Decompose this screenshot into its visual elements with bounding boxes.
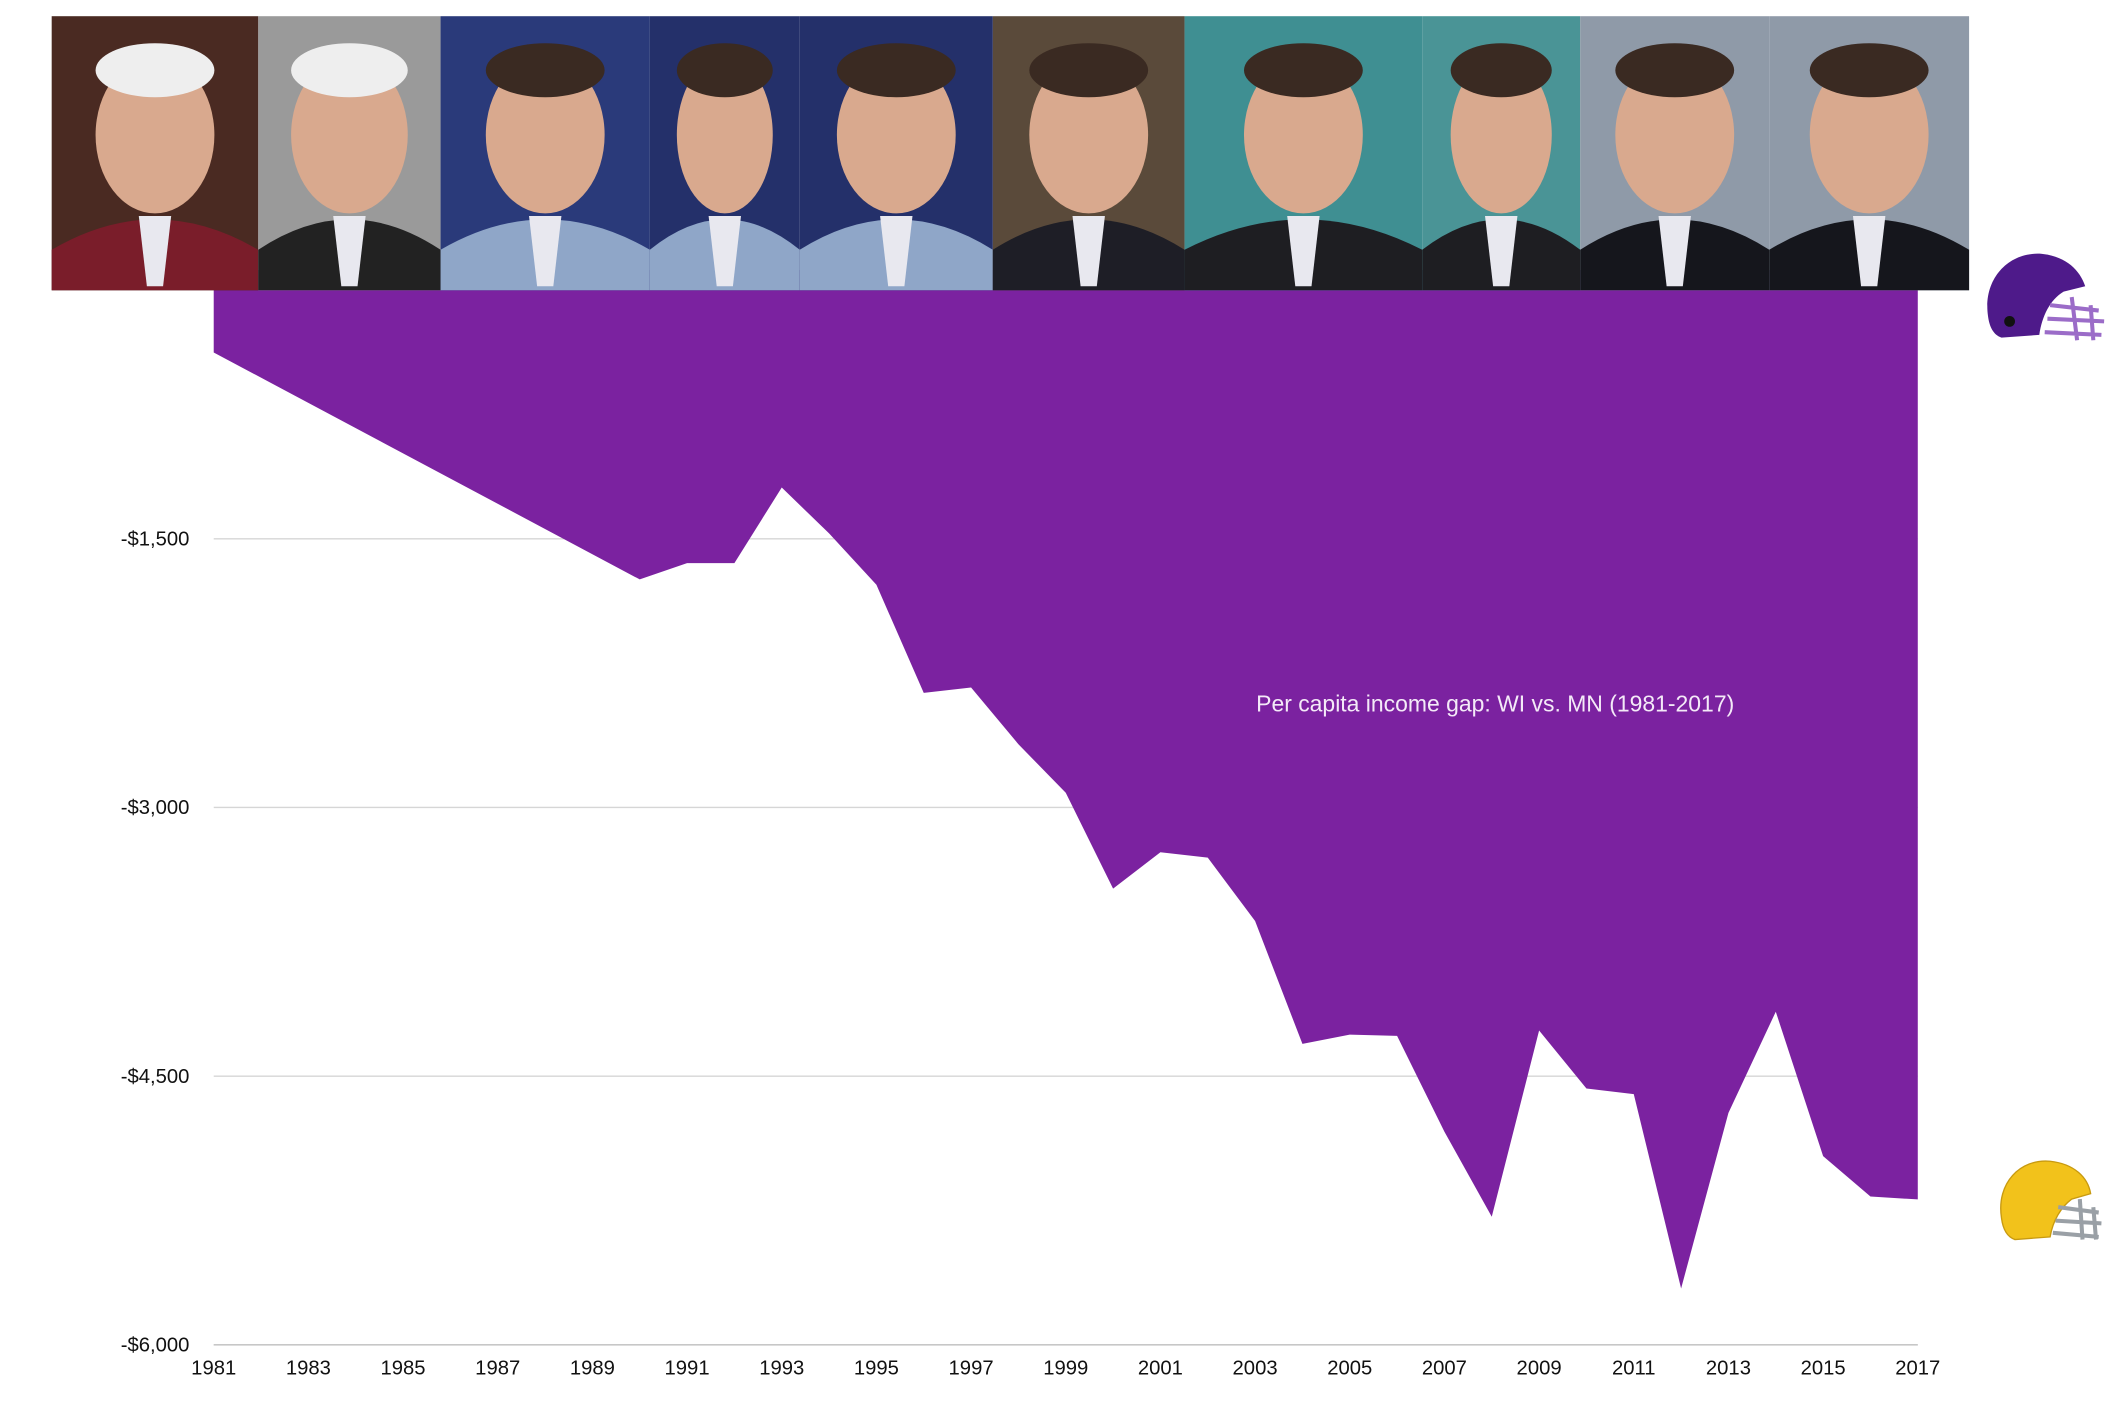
governor-portrait [1769, 16, 1970, 291]
y-axis: -$1,500 -$3,000 -$4,500 -$6,000 [121, 529, 190, 1357]
governor-portraits [51, 16, 1970, 291]
x-tick-label: 1997 [949, 1358, 994, 1380]
x-tick-label: 2011 [1612, 1358, 1656, 1380]
governor-portrait [440, 16, 650, 291]
packers-helmet-icon [2000, 1160, 2102, 1241]
y-tick-label: -$1,500 [121, 529, 190, 551]
x-tick-label: 2005 [1327, 1358, 1372, 1380]
x-tick-label: 1993 [759, 1358, 804, 1380]
governor-portrait [1580, 16, 1770, 291]
y-tick-label: -$3,000 [121, 797, 190, 819]
x-tick-label: 1981 [191, 1358, 236, 1380]
x-tick-label: 2017 [1895, 1358, 1940, 1380]
x-tick-label: 2003 [1233, 1358, 1278, 1380]
governor-portrait [649, 16, 800, 291]
x-tick-label: 1995 [854, 1358, 899, 1380]
x-tick-label: 1999 [1043, 1358, 1088, 1380]
governor-portrait [799, 16, 993, 291]
governor-portrait [51, 16, 259, 291]
income-gap-area [213, 270, 1918, 1289]
x-tick-label: 2007 [1422, 1358, 1467, 1380]
vikings-helmet-icon [1987, 253, 2105, 341]
x-tick-label: 2013 [1706, 1358, 1751, 1380]
x-tick-label: 1991 [665, 1358, 710, 1380]
governor-portrait [992, 16, 1185, 291]
x-tick-label: 2001 [1138, 1358, 1183, 1380]
governor-portrait [258, 16, 441, 291]
x-tick-label: 2015 [1801, 1358, 1846, 1380]
x-tick-label: 2009 [1517, 1358, 1562, 1380]
governor-portrait [1422, 16, 1581, 291]
y-tick-label: -$6,000 [121, 1335, 190, 1357]
x-tick-label: 1987 [475, 1358, 520, 1380]
x-tick-label: 1985 [381, 1358, 426, 1380]
x-tick-label: 1983 [286, 1358, 331, 1380]
x-tick-label: 1989 [570, 1358, 615, 1380]
chart-annotation: Per capita income gap: WI vs. MN (1981-2… [1256, 691, 1734, 717]
x-axis: 1981 1983 1985 1987 1989 1991 1993 1995 1997 1999… [191, 1358, 1940, 1380]
governor-portrait [1184, 16, 1423, 291]
y-tick-label: -$4,500 [121, 1066, 190, 1088]
